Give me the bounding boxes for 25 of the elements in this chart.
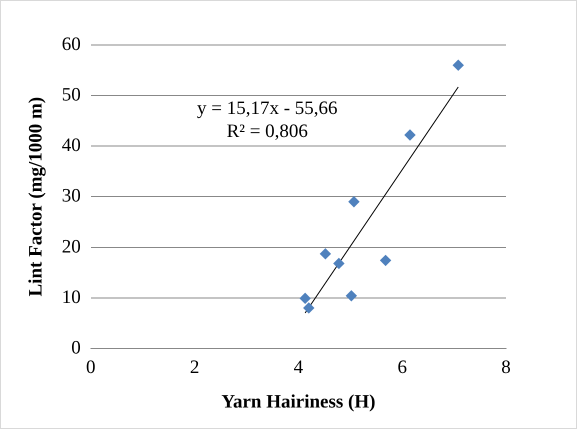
x-tick-label: 6 [397, 356, 407, 378]
point [404, 130, 416, 141]
x-tick-label: 4 [294, 356, 304, 378]
y-tick-label: 50 [62, 84, 81, 106]
x-tick-label: 8 [501, 356, 511, 378]
point [303, 302, 314, 314]
x-tick-label: 2 [190, 356, 200, 378]
annotation: R² = 0,806 [226, 120, 308, 142]
point [346, 290, 357, 302]
x-axis-title: Yarn Hairiness (H) [221, 392, 376, 413]
x-tick-label: 0 [86, 356, 96, 378]
y-tick-label: 20 [62, 236, 81, 258]
point [348, 196, 360, 208]
point [452, 60, 464, 71]
point [380, 254, 392, 266]
y-tick-label: 60 [62, 34, 81, 55]
point [320, 248, 331, 260]
y-tick-label: 40 [62, 135, 81, 156]
y-tick-label: 0 [71, 337, 81, 358]
point [333, 258, 344, 269]
annotation: y = 15,17x - 55,66 [196, 98, 338, 119]
y-tick-label: 30 [62, 186, 81, 207]
y-tick-label: 10 [62, 286, 81, 308]
y-axis-title: Lint Factor (mg/1000 m) [25, 96, 46, 297]
point [300, 292, 311, 304]
